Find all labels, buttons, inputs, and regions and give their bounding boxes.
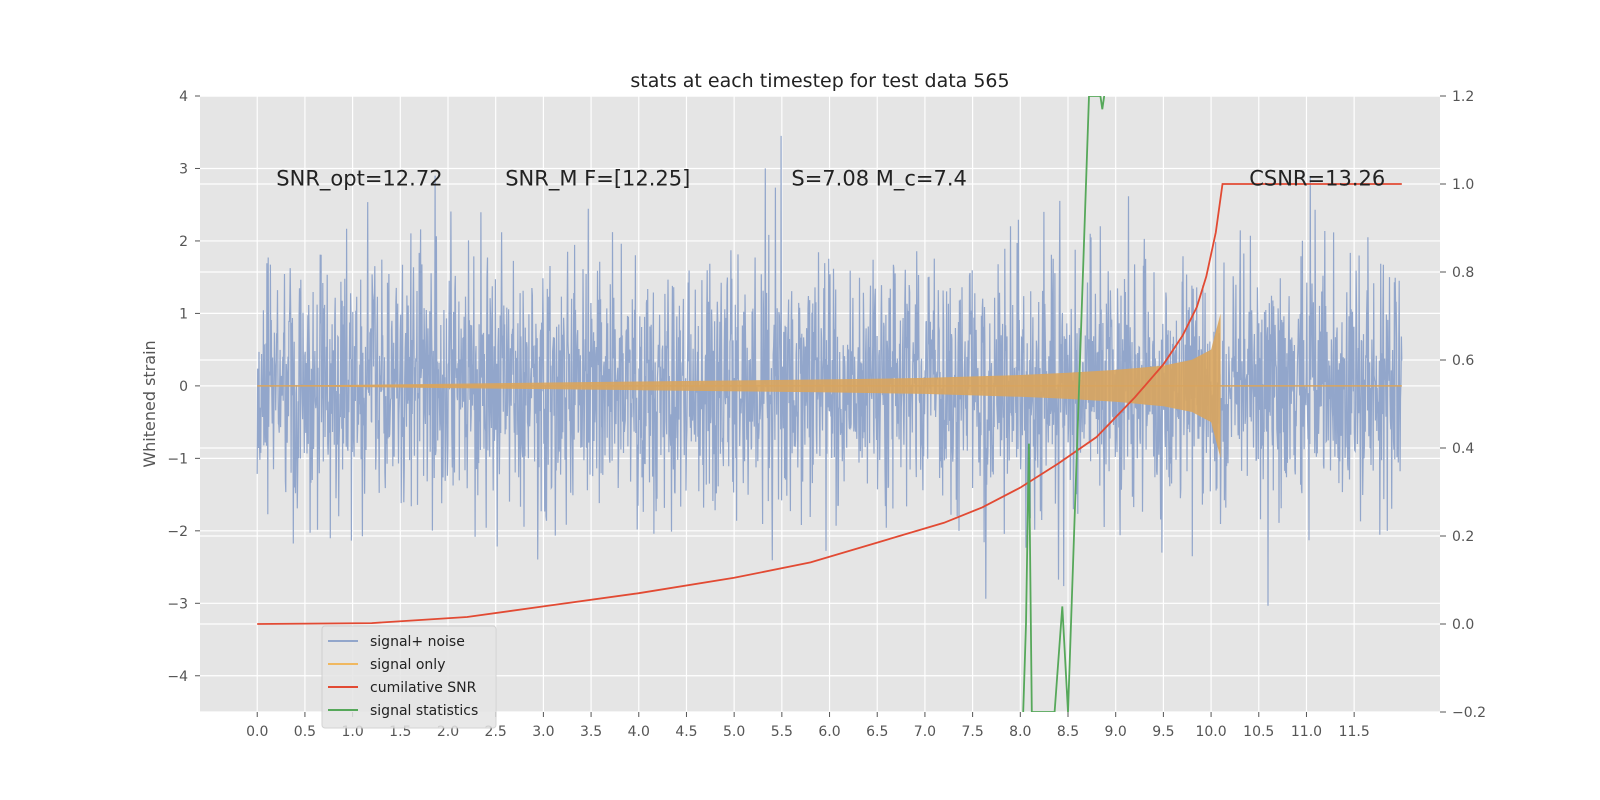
y-axis-label: Whitened strain: [140, 340, 159, 467]
y-tick-label: 1: [179, 306, 188, 322]
series-line: [1022, 96, 1106, 712]
x-tick-label: 5.0: [723, 724, 745, 740]
x-tick-label: 6.5: [866, 724, 888, 740]
series-line: [257, 183, 1402, 625]
x-tick-label: 7.0: [914, 724, 936, 740]
legend-label: signal+ noise: [370, 634, 465, 650]
x-tick-label: 11.5: [1339, 724, 1370, 740]
y-tick-label: −1: [167, 451, 188, 467]
annotation-label: CSNR=13.26: [1249, 166, 1385, 190]
annotation-label: SNR_M F=[12.25]: [505, 166, 690, 191]
y2-tick-label: 1.0: [1452, 177, 1474, 193]
gridlines: [200, 95, 1440, 713]
y2-tick-label: 1.2: [1452, 89, 1474, 105]
x-tick-label: 8.5: [1057, 724, 1079, 740]
annotation-label: SNR_opt=12.72: [276, 166, 442, 191]
y2-tick-label: 0.8: [1452, 265, 1474, 281]
y2-tick-label: 0.0: [1452, 617, 1474, 633]
y-tick-label: 2: [179, 234, 188, 250]
y-tick-label: −3: [167, 596, 188, 612]
x-tick-label: 9.5: [1152, 724, 1174, 740]
y2-tick-label: 0.4: [1452, 441, 1474, 457]
y-tick-label: 0: [179, 379, 188, 395]
x-tick-label: 4.0: [628, 724, 650, 740]
x-tick-label: 6.0: [818, 724, 840, 740]
x-tick-label: 11.0: [1291, 724, 1322, 740]
chart-title: stats at each timestep for test data 565: [630, 70, 1009, 92]
annotations: SNR_opt=12.72 SNR_M F=[12.25] S=7.08 M_c=7…: [276, 166, 1385, 191]
y2-tick-label: 0.6: [1452, 353, 1474, 369]
x-tick-label: 0.0: [246, 724, 268, 740]
x-tick-label: 3.5: [580, 724, 602, 740]
y-tick-label: −4: [167, 669, 188, 685]
x-tick-label: 7.5: [961, 724, 983, 740]
data-layer: [256, 96, 1403, 712]
legend-label: cumilative SNR: [370, 680, 477, 696]
x-tick-label: 9.0: [1105, 724, 1127, 740]
legend-label: signal statistics: [370, 703, 478, 719]
x-tick-label: 3.0: [532, 724, 554, 740]
ticks: 0.0 0.5 1.0 1.5 2.0 2.5 3.0 3.5 4.0 4.5 5.0 5.5 6.0 6…: [167, 89, 1486, 740]
legend-label: signal only: [370, 657, 445, 673]
annotation-label: S=7.08 M_c=7.4: [791, 166, 967, 191]
x-tick-label: 0.5: [294, 724, 316, 740]
x-tick-label: 5.5: [771, 724, 793, 740]
y-tick-label: −2: [167, 524, 188, 540]
y-tick-label: 4: [179, 89, 188, 105]
x-tick-label: 8.0: [1009, 724, 1031, 740]
legend-box: [321, 625, 497, 729]
x-tick-label: 10.5: [1243, 724, 1274, 740]
y2-tick-label: 0.2: [1452, 529, 1474, 545]
y2-tick-label: −0.2: [1452, 705, 1486, 721]
x-tick-label: 10.0: [1195, 724, 1226, 740]
legend: signal+ noise signal only cumilative SNR si…: [321, 625, 497, 729]
y-tick-label: 3: [179, 161, 188, 177]
x-tick-label: 4.5: [675, 724, 697, 740]
